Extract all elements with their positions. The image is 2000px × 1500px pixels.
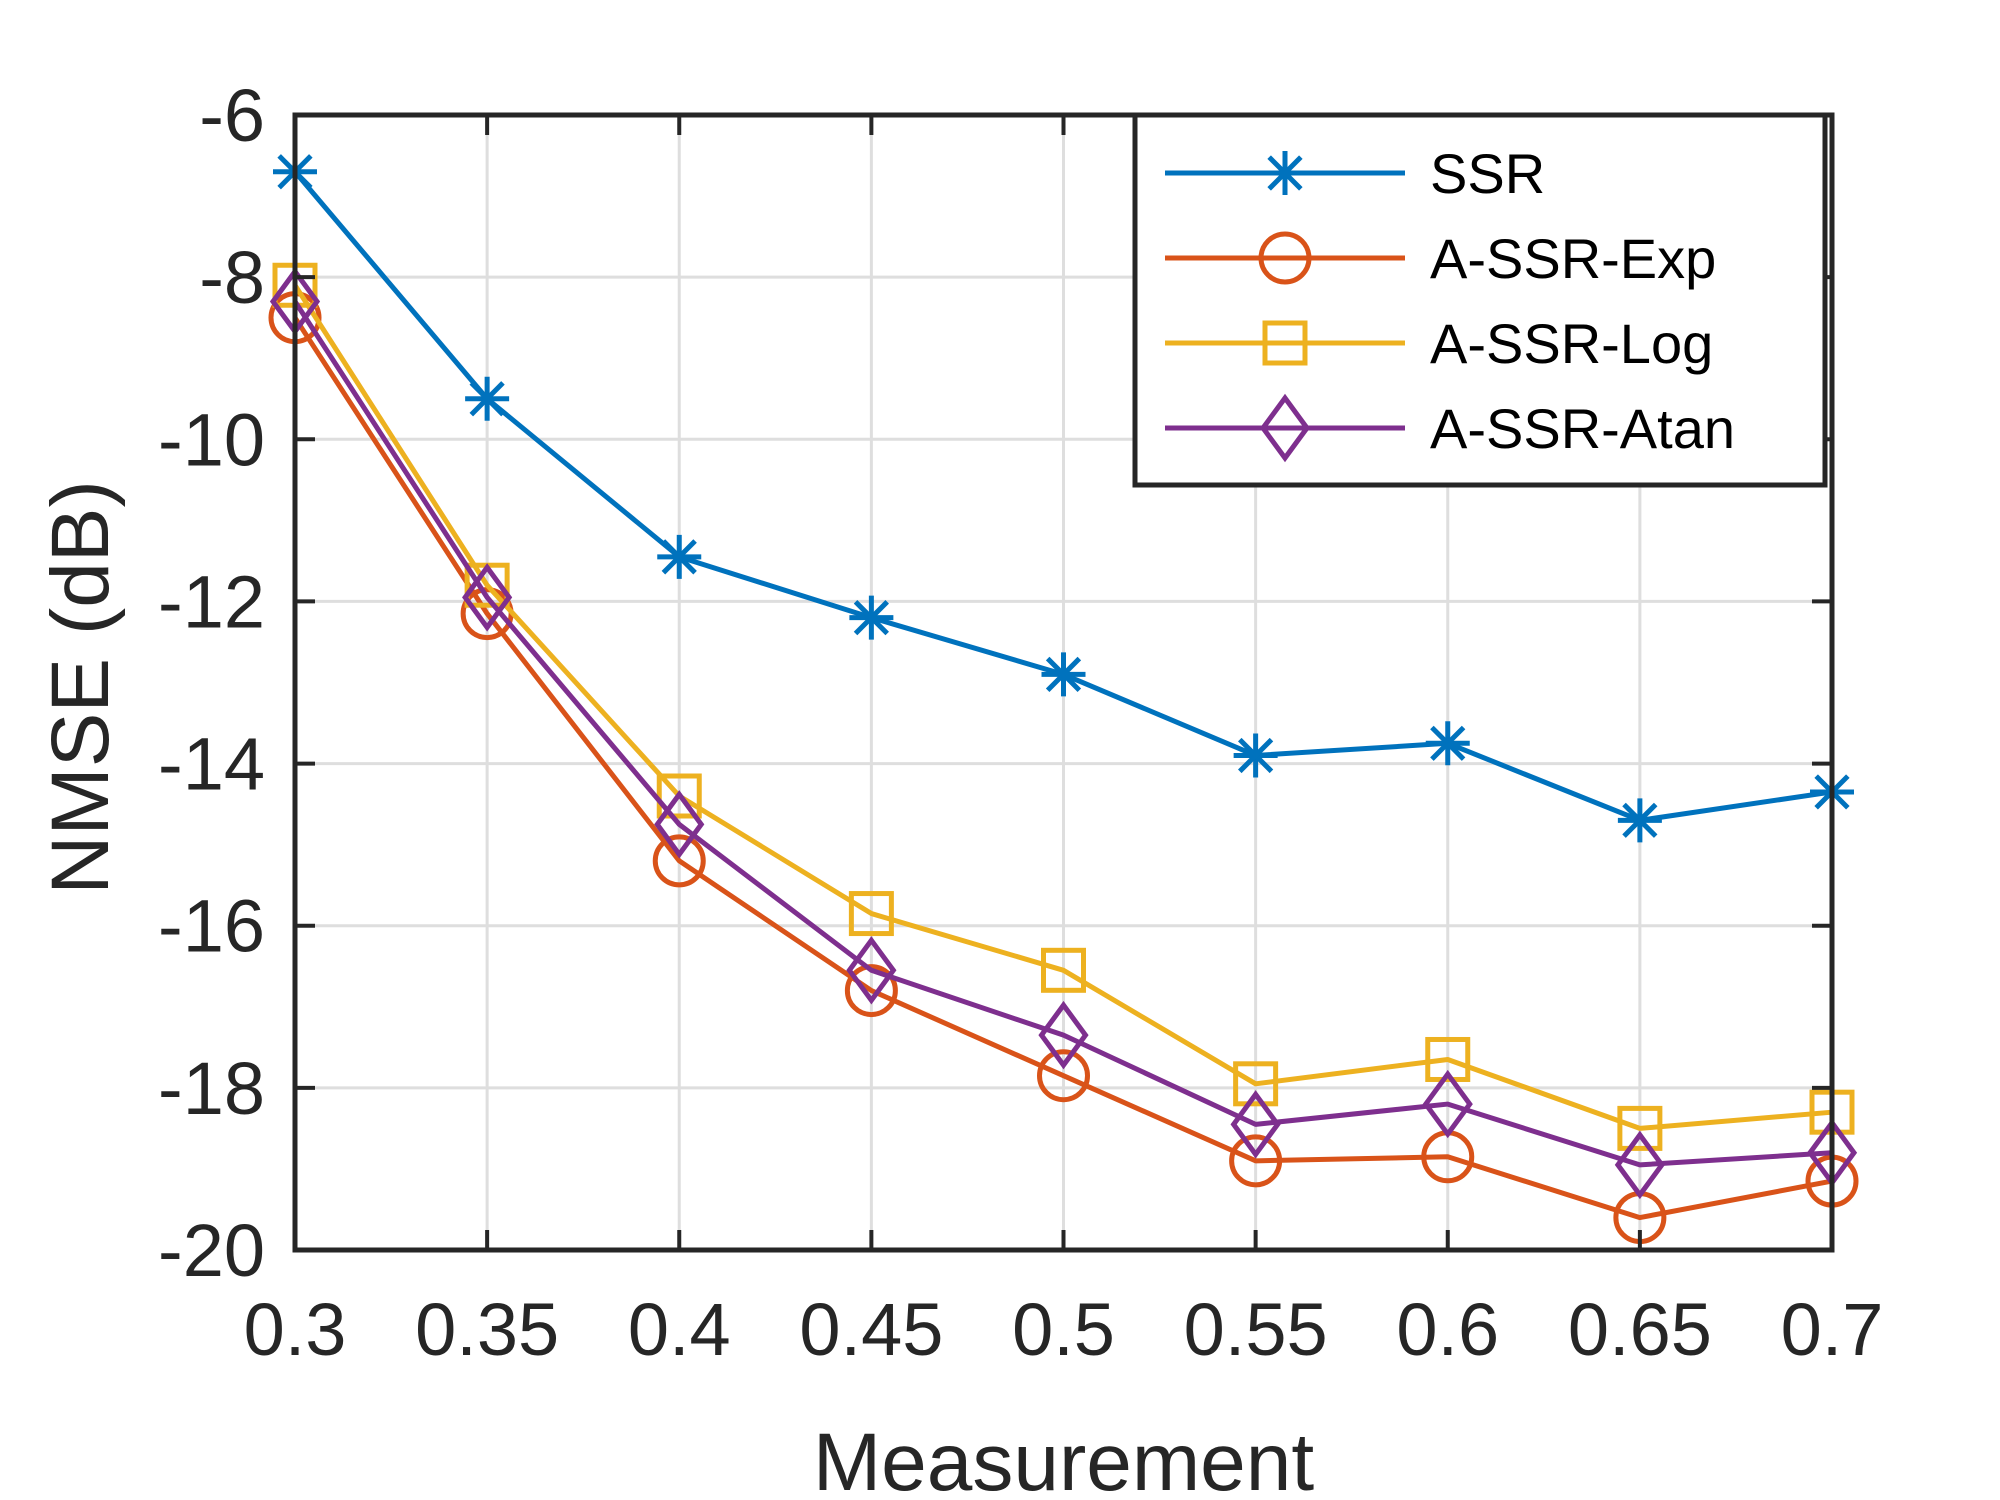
data-point-a-ssr-log	[1425, 1036, 1471, 1082]
y-tick-label: -20	[158, 1209, 265, 1292]
data-point-a-ssr-atan	[654, 790, 705, 859]
data-point-a-ssr-log	[656, 773, 702, 819]
x-tick-label: 0.4	[628, 1288, 731, 1371]
legend-marker	[1262, 320, 1308, 366]
data-point-a-ssr-exp	[1037, 1049, 1090, 1103]
data-point-a-ssr-exp	[652, 834, 706, 888]
data-point-a-ssr-atan	[1614, 1130, 1665, 1200]
data-point-a-ssr-exp	[1229, 1134, 1283, 1188]
data-point-a-ssr-log	[1233, 1061, 1279, 1107]
data-point-ssr	[1233, 733, 1278, 778]
legend-label: A-SSR-Atan	[1430, 397, 1735, 460]
data-point-a-ssr-atan	[846, 936, 897, 1005]
marker-stroke	[1622, 802, 1658, 838]
y-tick-label: -12	[158, 560, 265, 643]
legend-item-ssr: SSR	[1165, 142, 1545, 205]
legend-label: A-SSR-Exp	[1430, 227, 1716, 290]
y-tick-label: -10	[158, 398, 265, 481]
data-point-a-ssr-exp	[844, 964, 898, 1018]
x-tick-label: 0.3	[244, 1288, 347, 1371]
marker-stroke	[1045, 656, 1082, 693]
marker-stroke	[1267, 155, 1303, 191]
data-point-ssr	[657, 534, 702, 579]
legend: SSR A-SSR-Exp A-SSR-Log A-SSR-Atan	[1132, 112, 1828, 488]
x-tick-label: 0.35	[415, 1288, 559, 1371]
x-tick-label: 0.65	[1568, 1288, 1712, 1371]
x-tick-label: 0.5	[1012, 1288, 1115, 1371]
series-a-ssr-atan	[269, 267, 1858, 1200]
series-line-a-ssr-log	[292, 283, 1833, 1131]
x-axis-title: Measurement	[813, 1417, 1315, 1500]
x-tick-label: 0.45	[799, 1288, 943, 1371]
tick-labels: 0.3 0.35 0.4 0.45 0.5 0.55 0.6 0.65 0.7 -6 -8 -10 -1…	[158, 74, 1883, 1371]
legend-marker	[1258, 231, 1312, 285]
y-tick-label: -8	[199, 236, 265, 319]
data-point-ssr	[1617, 798, 1662, 843]
data-point-a-ssr-atan	[1422, 1069, 1473, 1139]
marker-stroke	[1430, 725, 1466, 761]
marker-stroke	[469, 381, 505, 417]
data-point-a-ssr-log	[1041, 947, 1086, 993]
y-axis-title: NMSE (dB)	[35, 480, 126, 895]
x-tick-label: 0.7	[1781, 1288, 1884, 1371]
data-point-a-ssr-log	[848, 891, 894, 937]
x-tick-label: 0.6	[1396, 1288, 1499, 1371]
legend-marker	[1259, 393, 1311, 463]
series-line-a-ssr-exp	[292, 316, 1833, 1221]
data-point-a-ssr-log	[1617, 1105, 1663, 1151]
legend-item-a-ssr-exp: A-SSR-Exp	[1165, 227, 1716, 290]
data-point-ssr	[849, 595, 894, 640]
legend-marker	[1263, 151, 1307, 195]
data-point-ssr	[465, 376, 510, 421]
data-point-a-ssr-atan	[1230, 1090, 1281, 1159]
data-point-ssr	[1425, 721, 1470, 766]
data-point-a-ssr-atan	[1038, 1000, 1089, 1070]
y-tick-label: -18	[158, 1047, 265, 1130]
data-point-a-ssr-atan	[462, 563, 513, 632]
legend-label: A-SSR-Log	[1430, 312, 1713, 375]
y-tick-label: -6	[199, 74, 265, 157]
legend-label: SSR	[1430, 142, 1545, 205]
x-tick-label: 0.55	[1184, 1288, 1328, 1371]
y-tick-label: -16	[158, 885, 265, 968]
marker-stroke	[661, 539, 697, 575]
legend-box	[1132, 112, 1828, 488]
data-point-ssr	[1041, 652, 1086, 697]
y-tick-label: -14	[158, 723, 265, 806]
series-line-a-ssr-atan	[292, 300, 1833, 1168]
legend-item-a-ssr-log: A-SSR-Log	[1165, 312, 1713, 375]
legend-item-a-ssr-atan: A-SSR-Atan	[1165, 393, 1735, 463]
marker-stroke	[853, 600, 889, 636]
marker-stroke	[1238, 737, 1274, 774]
